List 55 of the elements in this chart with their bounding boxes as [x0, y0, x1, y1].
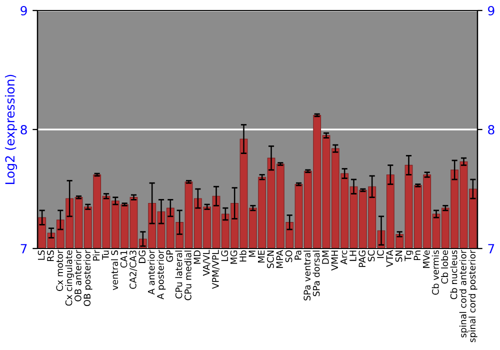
x-tick-label: Tg	[404, 250, 414, 262]
x-tick-label: RS	[47, 250, 54, 262]
y2-tick-label: 8	[488, 124, 494, 134]
y-axis-title: Log2 (expression)	[4, 74, 18, 184]
x-tick-label: Pa	[294, 250, 302, 260]
x-tick-label: SCN	[267, 250, 274, 268]
x-tick-label: OB posterior	[84, 250, 92, 306]
x-tick-label: ventral S	[111, 250, 118, 290]
x-tick-label: IC	[377, 250, 384, 258]
y-tick-label: 8	[20, 124, 27, 134]
x-tick-label: spinal cord anterior	[459, 250, 468, 338]
x-tick-label: ME	[258, 250, 265, 262]
x-tick-label: SO	[285, 250, 292, 262]
x-tick-label: VPM/VPL	[212, 250, 220, 289]
x-tick-label: MD	[194, 250, 200, 264]
x-tick-label: MPA	[276, 250, 283, 268]
x-tick-label: CPu medial	[184, 250, 192, 300]
x-tick-label: Cb vermis	[432, 250, 439, 295]
x-tick-label: SPa dorsal	[312, 250, 320, 296]
x-tick-label: Arc	[340, 250, 348, 264]
x-tick-label: LS	[38, 250, 45, 260]
x-tick-label: LH	[350, 250, 356, 261]
y-tick-label: 9	[20, 6, 27, 16]
x-tick-label: Tu	[102, 250, 109, 260]
x-tick-label: Hb	[239, 250, 246, 262]
x-tick-label: Pir	[92, 250, 100, 260]
x-tick-label: Cb lobe	[441, 250, 448, 284]
x-tick-label: PAG	[358, 250, 366, 267]
x-tick-label: VTA	[386, 250, 393, 267]
x-tick-label: A posterior	[156, 250, 166, 300]
x-tick-label: VMH	[331, 250, 338, 271]
x-tick-label: MG	[230, 250, 238, 264]
x-tick-label: SN	[395, 250, 402, 262]
x-tick-label: spinal cord posterior	[468, 250, 478, 342]
x-tick-label: SPa ventral	[304, 250, 311, 300]
x-tick-label: MVe	[422, 250, 430, 268]
x-tick-label: VA/VL	[202, 250, 210, 276]
x-tick-label: A anterior	[148, 250, 155, 295]
x-tick-label: CA2/CA3	[130, 250, 138, 289]
x-tick-label: Pn	[414, 250, 420, 260]
x-tick-label: Cx cingulate	[65, 250, 74, 306]
x-tick-label: Cb nucleus	[450, 250, 458, 300]
x-tick-label: OB anterior	[74, 250, 82, 302]
y2-tick-label: 7	[488, 244, 494, 254]
x-tick-label: M	[248, 250, 256, 257]
x-tick-label: CPu lateral	[175, 250, 182, 298]
x-tick-label: DG	[138, 250, 146, 263]
x-tick-label: GP	[166, 250, 174, 262]
x-tick-label: DM	[322, 250, 329, 264]
x-tick-label: SC	[368, 250, 375, 262]
y-tick-label: 7	[20, 244, 27, 254]
x-tick-label: LG	[221, 250, 228, 262]
x-tick-label: CA1	[120, 250, 128, 268]
y2-tick-label: 9	[488, 6, 494, 16]
x-tick-label: Cx motor	[56, 250, 64, 291]
